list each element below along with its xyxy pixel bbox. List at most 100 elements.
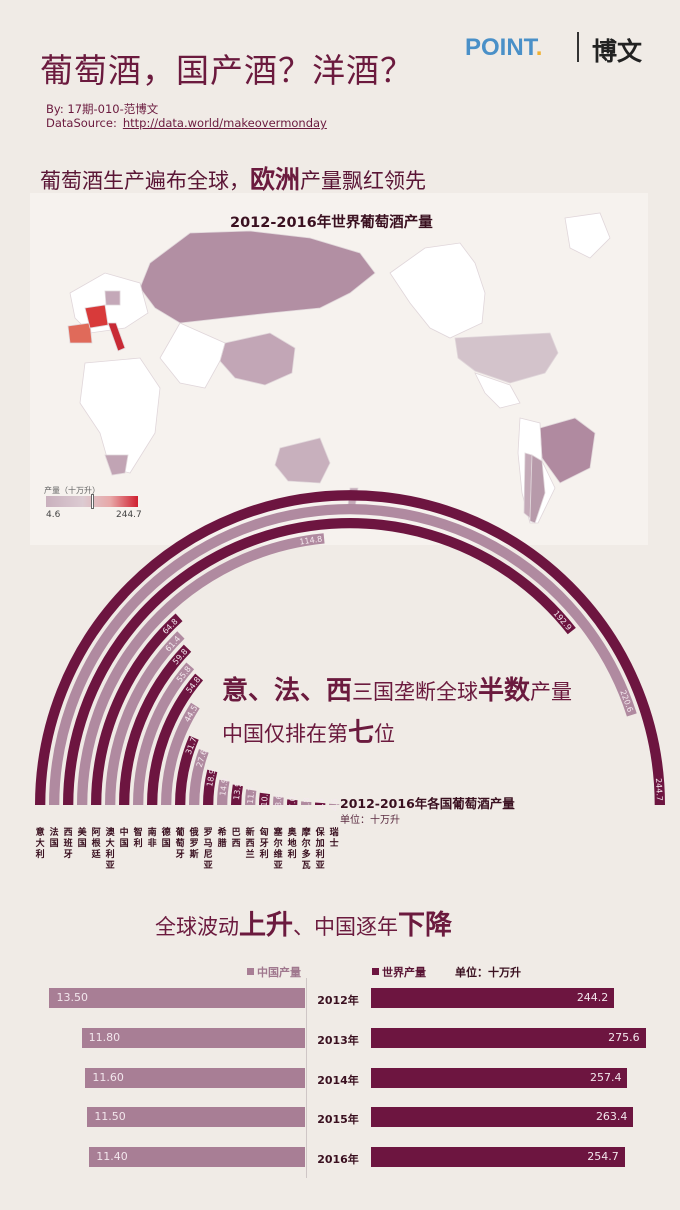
section2-sub-emph: 七: [348, 718, 375, 748]
legend-max: 244.7: [116, 510, 142, 520]
author-line: By: 17期-010-范博文: [46, 102, 159, 116]
arc-category-label: 南非: [147, 828, 157, 849]
arc-bar: [189, 749, 209, 806]
logo-dot: .: [535, 34, 543, 61]
china-bar: [89, 1147, 305, 1167]
section3-heading: 全球波动上升、中国逐年下降: [155, 903, 452, 942]
map-italy: [107, 322, 126, 352]
arc-category-label: 巴西: [231, 828, 241, 849]
arc-category-label: 法国: [49, 828, 59, 849]
section2-text: 三国垄断全球: [352, 680, 479, 704]
arc-category-label: 阿根廷: [91, 828, 101, 860]
world-bar: [371, 988, 615, 1008]
radial-bar-chart: 244.7220.6192.9114.864.861.459.855.854.8…: [35, 490, 665, 811]
arc-value-label: 8.6: [274, 794, 284, 807]
author-name: 博文: [592, 37, 643, 66]
arc-bar: [231, 784, 243, 806]
arc-bar: [77, 533, 325, 806]
arc-category-label: 澳大利亚: [105, 828, 115, 871]
section2-text-2: 产量: [530, 680, 573, 704]
map-germany: [104, 290, 121, 306]
datasource-link[interactable]: http://data.world/makeovermonday: [122, 116, 327, 130]
arc-value-label: 7.0: [288, 796, 298, 809]
map-china: [219, 332, 296, 386]
china-bar: [81, 1028, 305, 1048]
map-russia: [139, 230, 376, 324]
map-mexico: [474, 372, 521, 409]
arc-value-label: 13.5: [232, 782, 243, 801]
section2-subheading: 中国仅排在第七位: [222, 712, 395, 749]
year-label: 2016年: [317, 1153, 359, 1166]
year-label: 2012年: [317, 994, 359, 1007]
arc-value-label: 5.5: [316, 798, 325, 811]
arc-category-label: 瑞士: [329, 828, 339, 849]
map-argentina: [529, 454, 546, 524]
arc-category-label: 摩尔多瓦: [301, 828, 311, 871]
section1-lead: 葡萄酒生产遍布全球，: [40, 169, 250, 193]
arc-category-label: 罗马尼亚: [203, 828, 213, 871]
page-title: 葡萄酒，国产酒？洋酒？: [40, 51, 414, 90]
arc-bar: [175, 735, 199, 806]
arc-value-label: 31.7: [184, 736, 199, 756]
arc-category-label: 意大利: [35, 828, 45, 860]
map-spain: [67, 322, 93, 344]
arc-bar: [49, 504, 637, 806]
map-usa: [454, 332, 559, 384]
world-bar-label: 244.2: [576, 991, 609, 1004]
section2-sub-tail: 位: [374, 722, 396, 746]
arc-value-label: 220.6: [618, 689, 634, 714]
world-bar: [371, 1147, 625, 1167]
logo-text: POINT: [465, 34, 536, 61]
arc-value-label: 11.7: [246, 786, 257, 805]
logo: POINT.: [465, 34, 542, 62]
section1-heading: 葡萄酒生产遍布全球，欧洲产量飘红领先: [40, 160, 426, 196]
section2-sub-text: 中国仅排在第: [222, 722, 348, 746]
map-asia-other: [159, 322, 226, 389]
legend-china-label: 中国产量: [257, 966, 301, 979]
arc-chart-unit: 单位：十万升: [340, 815, 400, 826]
legend-world-label: 世界产量: [382, 966, 426, 979]
arc-bar: [259, 792, 271, 806]
world-bar-label: 275.6: [608, 1031, 640, 1044]
map-greenland: [564, 212, 611, 259]
section2-heading: 意、法、西三国垄断全球半数产量: [222, 670, 572, 707]
datasource-label: DataSource:: [46, 116, 117, 130]
legend-china-swatch: [247, 968, 254, 975]
arc-bar: [203, 769, 218, 806]
section3-emph-up: 上升: [239, 910, 293, 941]
arc-value-label: 18.9: [205, 768, 217, 787]
arc-category-label: 俄罗斯: [189, 828, 199, 860]
legend-marker: [91, 494, 94, 509]
arc-value-label: 244.7: [654, 778, 664, 801]
world-map-panel: [30, 193, 648, 545]
arc-category-label: 保加利亚: [315, 828, 325, 871]
arc-bar: [147, 673, 204, 806]
section3-text-2: 、中国逐年: [293, 915, 398, 939]
map-title: 2012-2016年世界葡萄酒产量: [230, 215, 433, 231]
section3-emph-down: 下降: [398, 910, 452, 941]
arc-bar: [35, 490, 665, 806]
world-bar: [371, 1028, 646, 1048]
map-france: [84, 304, 109, 329]
arc-category-label: 塞尔维亚: [273, 828, 283, 871]
arc-category-label: 德国: [161, 828, 171, 849]
map-canada: [389, 242, 486, 339]
arc-category-label: 智利: [133, 828, 143, 849]
arc-category-label: 奥地利: [287, 828, 297, 860]
arc-bar: [91, 613, 183, 806]
china-bar: [85, 1068, 305, 1088]
china-bar-label: 11.60: [92, 1071, 124, 1084]
arc-bar: [105, 631, 185, 806]
year-label: 2015年: [317, 1113, 359, 1126]
world-bar: [371, 1068, 628, 1088]
arc-value-label: 14.9: [218, 778, 229, 797]
legend-world: 世界产量: [372, 964, 426, 980]
section1-emph: 欧洲: [250, 165, 301, 194]
arc-value-label: 5.8: [302, 797, 311, 810]
legend-min: 4.6: [46, 510, 61, 520]
year-label: 2013年: [317, 1034, 359, 1047]
world-bar-label: 257.4: [589, 1071, 622, 1084]
arc-bar: [161, 702, 200, 806]
world-bar-label: 254.7: [587, 1150, 619, 1163]
center-divider: [306, 978, 307, 1178]
